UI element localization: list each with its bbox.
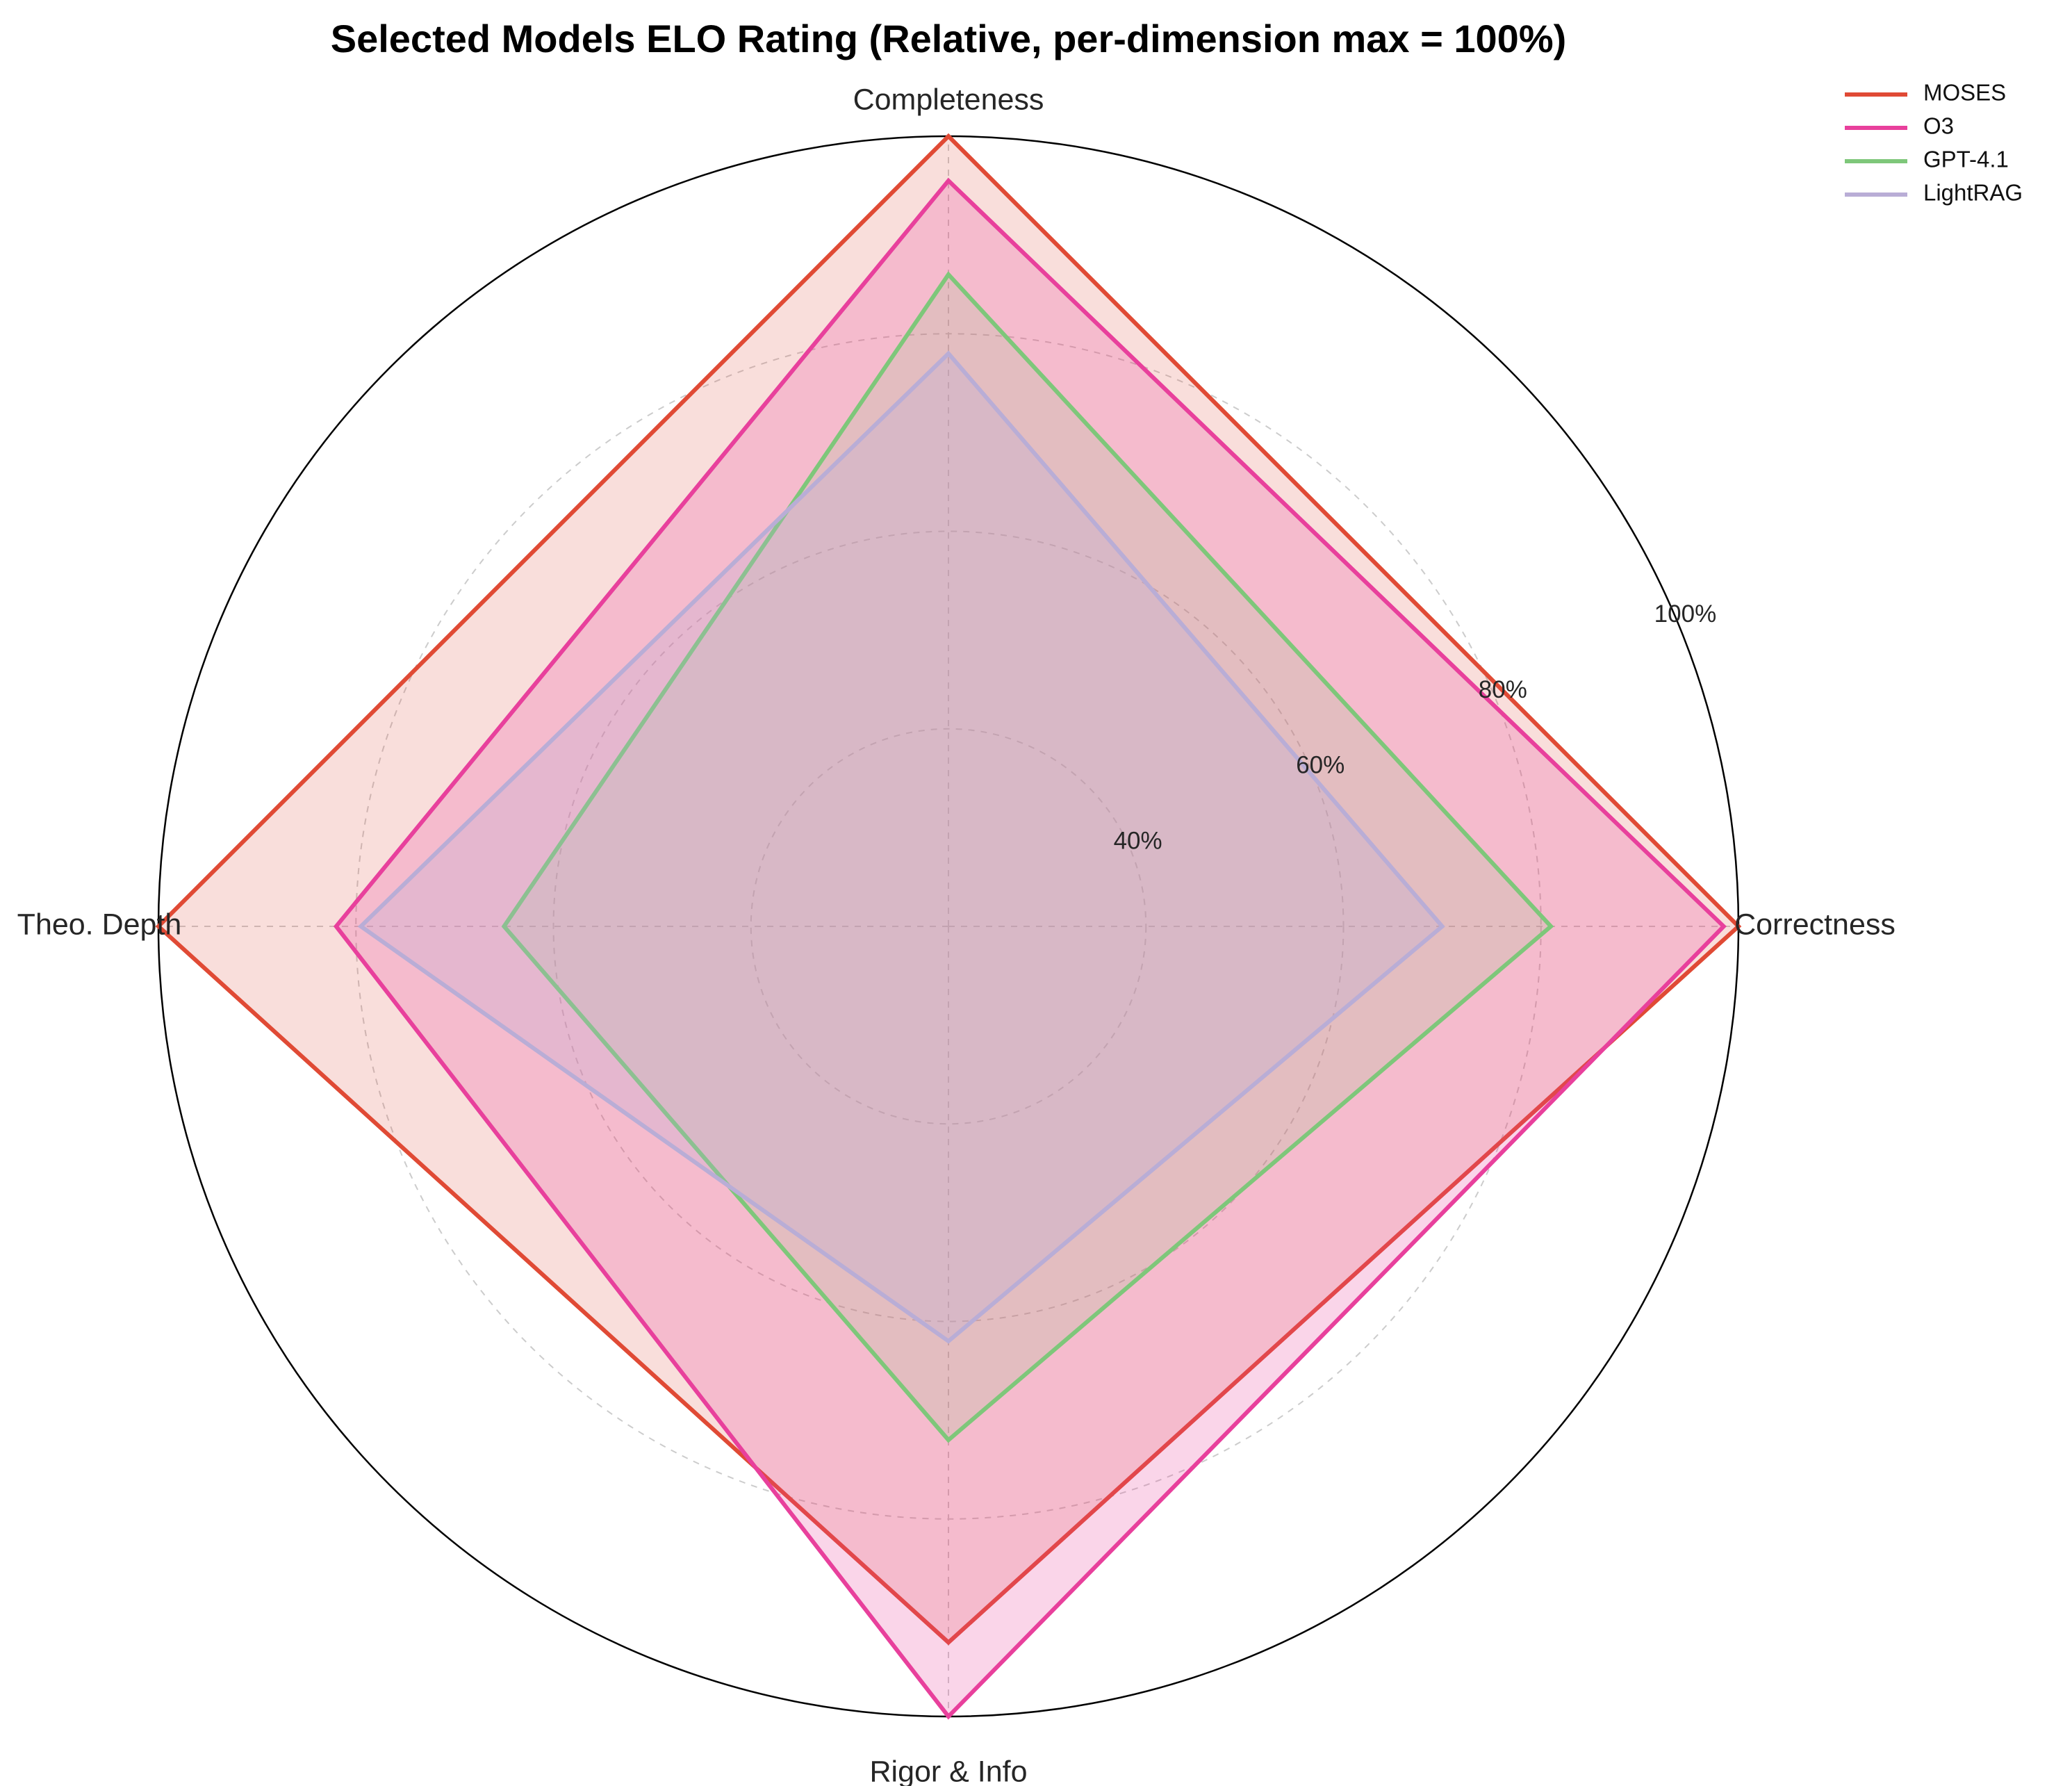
legend-item-moses: MOSES	[1845, 80, 2006, 106]
series-fill-lightrag	[361, 353, 1442, 1341]
legend: MOSES O3 GPT-4.1 LightRAG	[1845, 80, 2023, 206]
series-line-gpt-4-1	[501, 271, 1554, 1443]
series-fill-moses	[158, 136, 1738, 1643]
series-fill-o3	[336, 181, 1724, 1717]
grid-ring-60	[552, 530, 1345, 1322]
series-layer	[155, 133, 1742, 1720]
legend-item-lightrag: LightRAG	[1845, 180, 2023, 206]
legend-label: MOSES	[1923, 80, 2006, 106]
axis-label-correctness: Correctness	[1734, 908, 1896, 941]
grid-ring-40	[750, 728, 1147, 1125]
legend-label: LightRAG	[1923, 180, 2023, 206]
chart-title: Selected Models ELO Rating (Relative, pe…	[331, 17, 1567, 60]
radial-tick-label: 100%	[1654, 600, 1717, 628]
radial-tick-label: 60%	[1296, 752, 1345, 779]
label-layer: 40% 60% 80% 100% Completeness Theo. Depth Rigo…	[17, 83, 1896, 1786]
legend-item-gpt-4-1: GPT-4.1	[1845, 147, 2009, 172]
series-line-lightrag	[357, 350, 1445, 1344]
legend-item-o3: O3	[1845, 113, 1954, 139]
axis-label-completeness: Completeness	[853, 83, 1044, 116]
radial-tick-label: 40%	[1114, 827, 1162, 854]
axis-label-rigor-info: Rigor & Info	[869, 1755, 1027, 1786]
axis-label-theo-depth: Theo. Depth	[17, 908, 182, 941]
series-line-moses	[155, 133, 1742, 1646]
series-line-o3	[333, 177, 1727, 1720]
legend-label: O3	[1923, 113, 1954, 139]
radial-tick-label: 80%	[1479, 676, 1527, 703]
legend-label: GPT-4.1	[1923, 147, 2009, 172]
